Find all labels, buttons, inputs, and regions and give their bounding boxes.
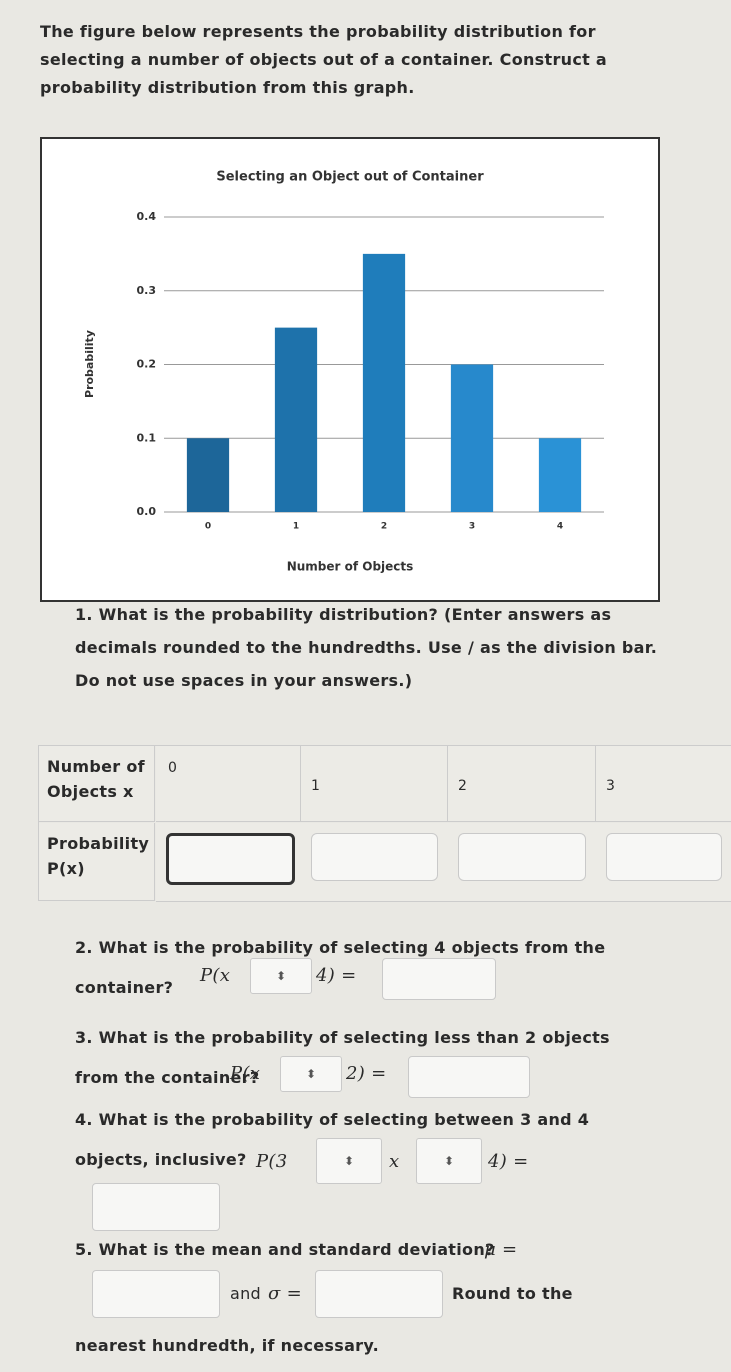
chart: Selecting an Object out of Container Num… (40, 137, 660, 602)
note-text: Round to the nearest hundredth, if neces… (75, 1284, 573, 1355)
math: P(x (230, 1063, 261, 1084)
x-tick-label: 0 (205, 522, 211, 532)
relation-select[interactable]: ⬍ (316, 1138, 382, 1184)
x-tick-label: 1 (293, 522, 299, 532)
row-header: Probability P(x) (39, 823, 155, 901)
column-header: 0 (156, 746, 301, 822)
column-header: 2 (448, 746, 596, 822)
and-text: and (230, 1284, 262, 1303)
math: P(3 (256, 1151, 288, 1172)
table-cell (448, 823, 597, 902)
probability-input[interactable] (458, 833, 586, 881)
bar (362, 253, 406, 512)
row-header: Number of Objects x (39, 746, 155, 822)
relation-select[interactable]: ⬍ (280, 1056, 342, 1092)
probability-input[interactable] (166, 833, 295, 885)
math: 2) = (346, 1063, 387, 1084)
chart-title: Selecting an Object out of Container (216, 170, 484, 185)
question-text: 2. What is the probability of selecting … (75, 938, 606, 997)
answer-input[interactable] (382, 958, 496, 1000)
table-cell (156, 823, 302, 902)
bar (186, 438, 230, 512)
bar (538, 438, 582, 512)
table-cell (596, 823, 731, 902)
relation-select[interactable]: ⬍ (416, 1138, 482, 1184)
question-5: 5. What is the mean and standard deviati… (75, 1240, 495, 1259)
math: x (389, 1151, 400, 1172)
math: σ = (268, 1283, 302, 1304)
y-tick-label: 0.3 (137, 284, 157, 297)
math: P(x (200, 965, 231, 986)
probability-input[interactable] (606, 833, 722, 881)
answer-input[interactable] (92, 1183, 220, 1231)
note: Round to the nearest hundredth, if neces… (75, 1268, 635, 1372)
math: μ = (484, 1239, 518, 1260)
math: 4) = (316, 965, 357, 986)
y-tick-label: 0.1 (137, 431, 157, 444)
question-3: 3. What is the probability of selecting … (75, 1018, 655, 1098)
question-2: 2. What is the probability of selecting … (75, 928, 615, 1008)
bar (274, 327, 318, 512)
probability-input[interactable] (311, 833, 438, 881)
question-1: 1. What is the probability distribution?… (75, 605, 658, 690)
answer-input[interactable] (408, 1056, 530, 1098)
table-cell (301, 823, 449, 902)
x-tick-label: 4 (557, 522, 563, 532)
y-tick-label: 0.4 (137, 210, 157, 223)
column-header: 3 (596, 746, 731, 822)
column-header: 1 (301, 746, 448, 822)
y-axis-label: Probability (83, 330, 96, 398)
x-tick-label: 2 (381, 522, 387, 532)
intro: The figure below represents the probabil… (40, 22, 608, 97)
bar (450, 364, 494, 512)
question-text: 3. What is the probability of selecting … (75, 1028, 610, 1087)
x-tick-label: 3 (469, 522, 475, 532)
mean-input[interactable] (92, 1270, 220, 1318)
x-axis-label: Number of Objects (287, 560, 414, 574)
question-text: 4. What is the probability of selecting … (75, 1110, 590, 1169)
math: 4) = (488, 1151, 529, 1172)
relation-select[interactable]: ⬍ (250, 958, 312, 994)
question-4: 4. What is the probability of selecting … (75, 1100, 635, 1180)
y-tick-label: 0.0 (137, 505, 157, 518)
sd-input[interactable] (315, 1270, 443, 1318)
y-tick-label: 0.2 (137, 358, 157, 371)
